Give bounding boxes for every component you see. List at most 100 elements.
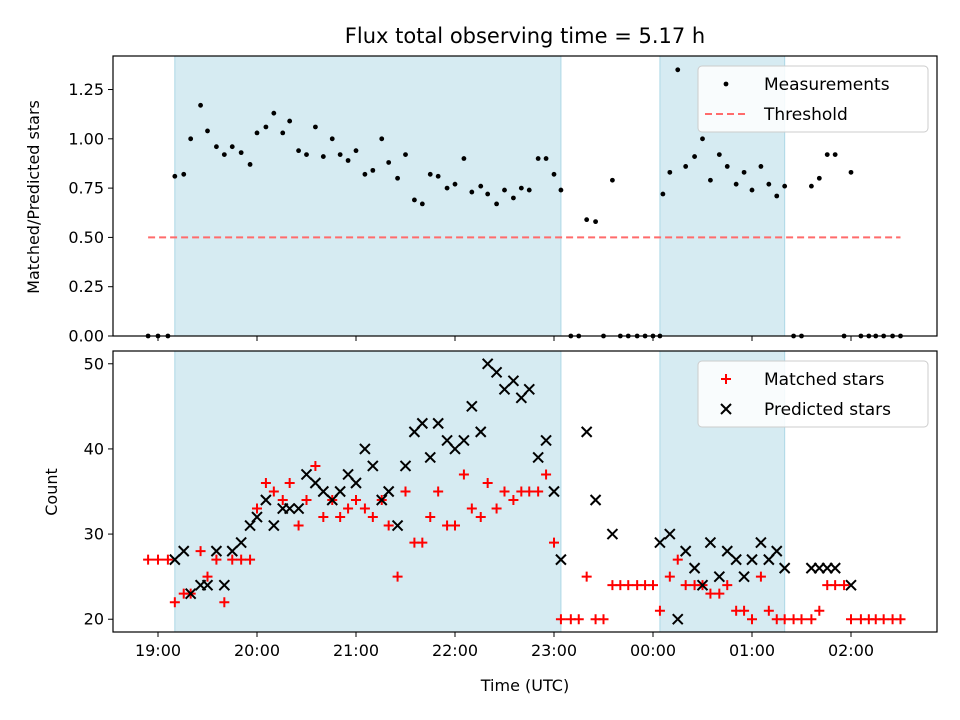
data-point bbox=[181, 171, 187, 177]
data-point bbox=[359, 503, 370, 514]
data-point bbox=[283, 502, 296, 515]
data-point bbox=[287, 118, 293, 124]
data-point bbox=[296, 148, 301, 154]
data-point bbox=[169, 597, 180, 608]
data-point bbox=[796, 614, 807, 625]
data-point bbox=[778, 562, 791, 574]
y-tick-label: 0.50 bbox=[68, 228, 104, 247]
data-point bbox=[499, 486, 510, 497]
data-point bbox=[184, 587, 197, 600]
data-point bbox=[334, 485, 346, 498]
legend-label: Matched stars bbox=[764, 370, 884, 390]
data-point bbox=[469, 189, 475, 195]
data-point bbox=[724, 164, 730, 169]
data-point bbox=[317, 485, 330, 498]
data-point bbox=[466, 503, 477, 514]
data-point bbox=[238, 150, 244, 156]
data-point bbox=[424, 451, 436, 464]
data-point bbox=[573, 614, 584, 625]
data-point bbox=[351, 495, 361, 506]
data-point bbox=[490, 366, 503, 378]
data-point bbox=[236, 554, 247, 565]
data-point bbox=[832, 152, 838, 157]
data-point bbox=[705, 588, 716, 599]
data-point bbox=[444, 185, 450, 191]
data-point bbox=[672, 554, 683, 565]
data-point bbox=[848, 169, 854, 175]
data-point bbox=[700, 136, 705, 142]
data-point bbox=[382, 485, 395, 498]
data-point bbox=[252, 503, 262, 514]
data-point bbox=[648, 580, 658, 591]
data-point bbox=[475, 512, 486, 523]
count-panel: 20 30 40 50 19:00 20:00 21:00 22:00 23:00 00:00 01… bbox=[84, 350, 938, 660]
data-point bbox=[548, 485, 560, 498]
data-point bbox=[747, 614, 757, 625]
data-point bbox=[260, 494, 272, 506]
data-point bbox=[300, 468, 313, 481]
data-point bbox=[247, 162, 253, 167]
series-matched-stars bbox=[143, 460, 906, 625]
data-point bbox=[178, 545, 190, 557]
data-point bbox=[485, 191, 491, 197]
data-point bbox=[367, 512, 378, 523]
data-point bbox=[660, 191, 666, 197]
y-tick-label: 40 bbox=[84, 439, 104, 458]
data-point bbox=[610, 177, 615, 183]
y-axis-label-count: Count bbox=[42, 468, 61, 516]
data-point bbox=[466, 400, 478, 413]
ratio-panel: 0.00 0.25 0.50 0.75 1.00 1.25 Measurements Thre… bbox=[68, 55, 938, 346]
data-point bbox=[741, 169, 747, 175]
data-point bbox=[391, 519, 404, 532]
data-point bbox=[162, 554, 173, 565]
data-point bbox=[679, 545, 692, 557]
data-point bbox=[535, 156, 541, 161]
x-tick-label: 00:00 bbox=[630, 641, 676, 660]
data-point bbox=[540, 434, 552, 447]
data-point bbox=[507, 375, 520, 387]
data-point bbox=[449, 443, 461, 455]
data-point bbox=[809, 183, 814, 189]
data-point bbox=[188, 136, 194, 142]
data-point bbox=[680, 580, 691, 591]
data-point bbox=[692, 154, 697, 159]
data-point bbox=[195, 546, 206, 557]
y-axis-label-ratio: Matched/Predicted stars bbox=[24, 100, 43, 294]
x-tick-label: 01:00 bbox=[729, 641, 775, 660]
data-point bbox=[755, 571, 766, 582]
data-point bbox=[379, 136, 385, 142]
data-point bbox=[458, 434, 470, 447]
data-point bbox=[722, 580, 733, 591]
data-point bbox=[450, 520, 460, 531]
data-point bbox=[277, 495, 288, 506]
data-point bbox=[555, 553, 567, 566]
data-point bbox=[749, 187, 755, 193]
data-point bbox=[210, 545, 223, 557]
data-point bbox=[227, 554, 238, 565]
data-point bbox=[383, 520, 394, 531]
data-point bbox=[350, 477, 362, 489]
data-point bbox=[244, 519, 256, 532]
y-tick-label: 30 bbox=[84, 525, 104, 544]
data-point bbox=[584, 217, 590, 223]
data-point bbox=[310, 460, 321, 471]
data-point bbox=[708, 177, 713, 183]
data-point bbox=[235, 536, 247, 549]
data-point bbox=[782, 183, 788, 189]
data-point bbox=[580, 426, 593, 438]
data-point bbox=[337, 152, 343, 157]
data-point bbox=[606, 528, 619, 540]
observing-window-0 bbox=[174, 350, 562, 633]
data-point bbox=[739, 605, 750, 616]
data-point bbox=[143, 554, 154, 565]
y-tick-label: 0.75 bbox=[68, 179, 104, 198]
data-point bbox=[271, 110, 277, 116]
data-point bbox=[502, 187, 507, 193]
data-point bbox=[549, 537, 559, 548]
data-point bbox=[508, 495, 519, 506]
data-point bbox=[688, 562, 701, 574]
legend-marker bbox=[720, 403, 732, 415]
data-point bbox=[713, 570, 726, 583]
data-point bbox=[532, 451, 544, 464]
data-point bbox=[664, 528, 676, 540]
